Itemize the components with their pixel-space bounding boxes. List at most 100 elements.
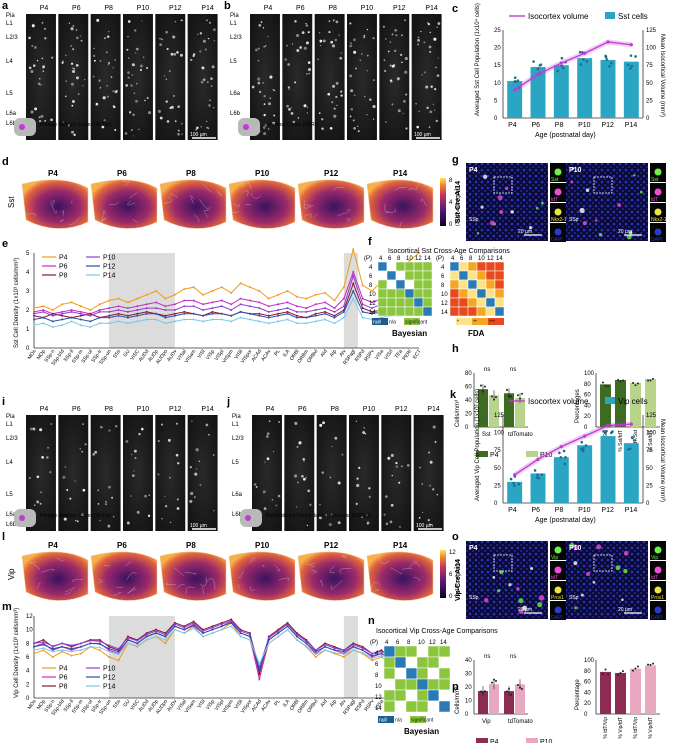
- cell-dot: [397, 77, 400, 80]
- series-point: [155, 301, 158, 304]
- series-point: [333, 651, 336, 654]
- series-point: [324, 643, 327, 646]
- matrix-cell: [377, 306, 388, 317]
- legend-text: P4: [59, 255, 68, 262]
- cell-dot: [138, 128, 140, 131]
- x-tick-label: ACAv: [260, 698, 272, 712]
- cell-dot: [362, 431, 365, 434]
- series-point: [98, 640, 101, 643]
- region-outline: [339, 568, 352, 575]
- volume-point: [583, 51, 587, 55]
- channel-signal: [654, 566, 662, 574]
- matrix-cell: [383, 700, 396, 713]
- cell-dot: [63, 517, 67, 521]
- series-point: [89, 320, 92, 323]
- cell-dot: [32, 427, 36, 431]
- cell-dot: [355, 67, 357, 70]
- series-point: [324, 291, 327, 294]
- cell-dot: [349, 74, 353, 78]
- cell-dot: [429, 484, 432, 487]
- series-point: [220, 312, 223, 315]
- panel-i: P4 P6 P8 P10 P12 P14PiaL1L2/3L4L5L6aL6bPrimar…: [6, 406, 219, 531]
- channel-signal: [554, 566, 562, 574]
- series-point: [89, 326, 92, 329]
- cell-dot: [72, 25, 75, 27]
- series-point: [248, 305, 251, 308]
- data-point: [562, 66, 565, 70]
- series-point: [211, 632, 214, 635]
- series-point: [380, 650, 383, 653]
- cell-dot: [139, 68, 143, 72]
- series-point: [164, 638, 167, 641]
- cell-dot: [132, 135, 134, 137]
- series-point: [117, 314, 120, 317]
- matrix-cell: [467, 270, 478, 281]
- cell-dot: [395, 34, 398, 37]
- series-point: [33, 642, 35, 645]
- cell-dot: [353, 38, 356, 42]
- legend-text: P4: [490, 452, 499, 459]
- matrix-cell: [416, 667, 429, 680]
- matrix-cell: [405, 656, 418, 669]
- volume-point: [536, 457, 540, 461]
- series-point: [248, 286, 251, 289]
- matrix-cell: [404, 270, 415, 281]
- row-label: 10: [369, 292, 376, 298]
- labelled-cell: [480, 205, 484, 209]
- cell-dot: [429, 110, 433, 114]
- data-point: [517, 394, 519, 397]
- series-point: [286, 307, 289, 310]
- cell-dot: [257, 59, 260, 62]
- cell-dot: [202, 78, 206, 82]
- series-point: [333, 316, 336, 319]
- y-tick-label: 25: [494, 483, 501, 489]
- zoom-box: [493, 554, 513, 572]
- cell-dot: [92, 453, 95, 456]
- series-point: [145, 632, 148, 635]
- matrix-cell: [404, 288, 415, 299]
- legend-text: P10: [540, 739, 553, 743]
- cell-dot: [273, 114, 276, 117]
- density-map: [228, 179, 296, 229]
- series-point: [314, 303, 317, 306]
- matrix-cell: [377, 288, 388, 299]
- cell-dot: [213, 107, 215, 109]
- region-outline: [341, 555, 347, 559]
- series-point: [352, 645, 355, 648]
- legend-text: P10: [103, 666, 116, 673]
- cell-dot: [356, 483, 360, 488]
- layer-label: Pia: [232, 414, 241, 420]
- x-tick-label: AId: [320, 699, 329, 709]
- series-point: [79, 652, 82, 655]
- cell-dot: [75, 29, 78, 32]
- matrix-cell: [438, 645, 451, 658]
- cell-dot: [195, 468, 198, 470]
- cell-dot: [366, 114, 368, 116]
- cell-dot: [322, 421, 325, 425]
- matrix-cell: [394, 645, 407, 658]
- series-point: [239, 635, 242, 638]
- series-point: [258, 673, 261, 676]
- cell-dot: [51, 56, 54, 59]
- region-outline: [65, 587, 75, 593]
- legend-text: P6: [59, 264, 68, 271]
- region-outline: [103, 210, 106, 215]
- y-tick-label: 60: [584, 680, 591, 686]
- cell-dot: [70, 62, 74, 65]
- y-tick-label: 4: [26, 669, 30, 675]
- zoom-box: [593, 176, 613, 194]
- volume-line: [514, 41, 632, 91]
- y-tick-label: 0: [465, 425, 469, 431]
- data-point: [480, 690, 482, 693]
- cell-dot: [41, 21, 44, 24]
- x-tick-label: ILA: [282, 698, 292, 708]
- cell-dot: [357, 130, 360, 133]
- series-point: [136, 645, 139, 648]
- cell-dot: [108, 62, 110, 64]
- p-label: (P): [436, 256, 444, 262]
- cell-dot: [307, 31, 310, 34]
- matrix-cell: [427, 700, 440, 713]
- bar: [623, 443, 639, 503]
